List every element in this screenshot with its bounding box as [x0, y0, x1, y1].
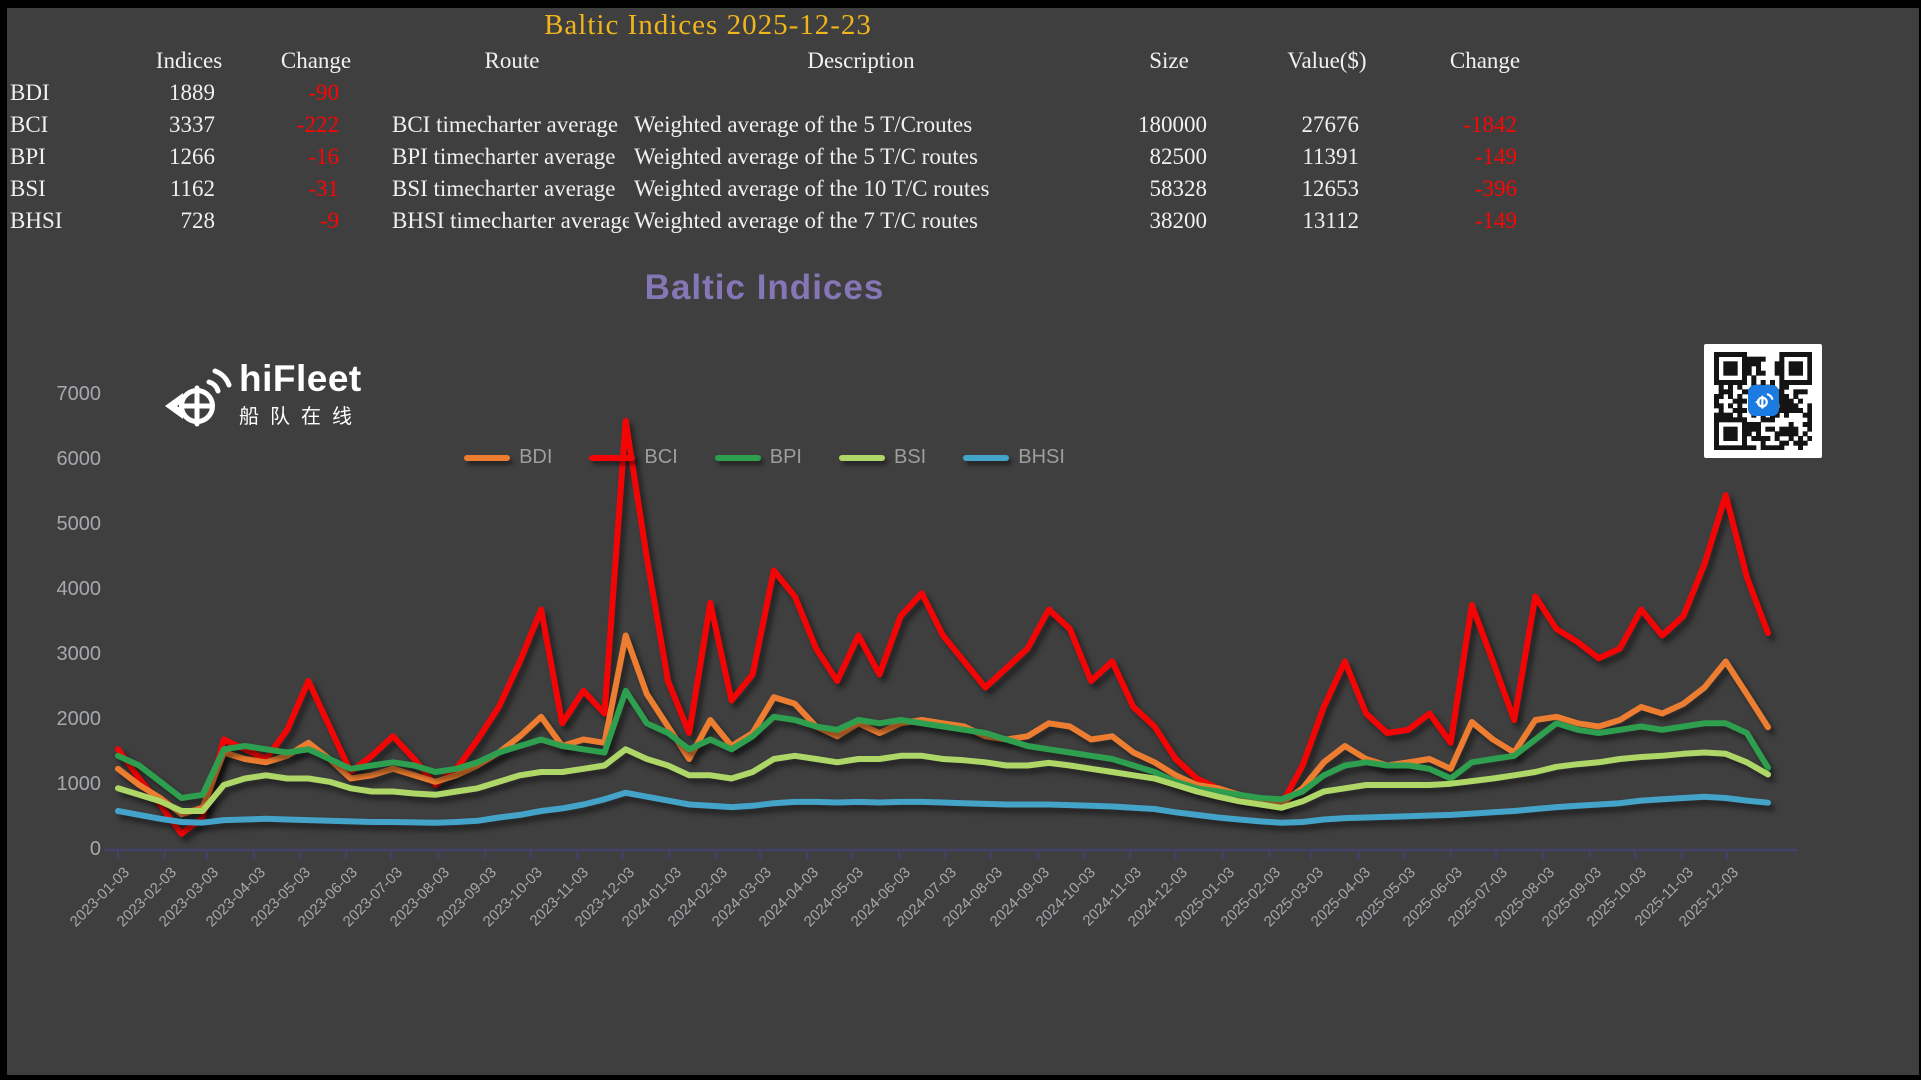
cell-bpi-index: 1266: [169, 144, 215, 169]
series-line-bdi: [115, 632, 1771, 818]
table-row-bpi: BPI 1266 -16 BPI timecharter average Weighte…: [7, 144, 1917, 174]
series-line-bpi: [115, 687, 1771, 803]
y-tick-label-7000: 7000: [56, 383, 102, 405]
page-title: Baltic Indices 2025-12-23: [544, 9, 872, 41]
column-header-value-5: Value($): [1287, 48, 1367, 73]
cell-bsi-change: -31: [308, 176, 339, 201]
qr-code: [1704, 344, 1822, 458]
y-tick-label-3000: 3000: [56, 643, 102, 665]
cell-bsi-value: 12653: [1301, 176, 1360, 201]
cell-bsi-route: BSI timecharter average: [392, 176, 616, 201]
column-header-change-1: Change: [280, 48, 352, 73]
column-header-size-4: Size: [1149, 48, 1189, 73]
y-tick-label-0: 0: [89, 838, 101, 860]
cell-bci-description: Weighted average of the 5 T/Croutes: [634, 112, 973, 137]
table-row-bhsi: BHSI 728 -9 BHSI timecharter average Weighte…: [7, 208, 1917, 238]
legend-label-bdi: BDI: [519, 446, 553, 468]
cell-bci-route: BCI timecharter average: [392, 112, 619, 137]
cell-bhsi-description: Weighted average of the 7 T/C routes: [634, 208, 978, 233]
legend-swatch-bsi: [839, 454, 885, 461]
legend-item-bsi[interactable]: BSI: [839, 446, 926, 469]
legend-label-bci: BCI: [644, 446, 678, 468]
legend-swatch-bpi: [714, 454, 761, 461]
series-line-bci: [115, 418, 1771, 837]
legend-swatch-bdi: [464, 454, 511, 461]
table-row-bdi: BDI 1889 -90: [7, 80, 1917, 110]
cell-bpi-value: 11391: [1302, 144, 1359, 169]
cell-bhsi-change: -9: [319, 208, 339, 233]
legend-item-bpi[interactable]: BPI: [714, 446, 802, 469]
legend-item-bci[interactable]: BCI: [589, 446, 678, 469]
cell-bdi-index: 1889: [169, 80, 215, 105]
legend-swatch-bhsi: [963, 454, 1010, 461]
qr-center-logo-icon: [1748, 385, 1779, 416]
logo-text: hiFleet 船队在线: [239, 360, 363, 429]
logo-name: hiFleet: [239, 358, 362, 399]
hifleet-globe-icon: [157, 360, 233, 443]
logo-subtitle: 船队在线: [239, 406, 363, 428]
y-tick-label-1000: 1000: [56, 773, 102, 795]
cell-bsi-value_change: -396: [1474, 176, 1517, 201]
chart-legend: BDI BCI BPI BSI BHSI: [7, 446, 1522, 469]
table-row-bci: BCI 3337 -222 BCI timecharter average Weight…: [7, 112, 1917, 142]
y-tick-label-6000: 6000: [56, 448, 102, 470]
cell-bci-name: BCI: [10, 112, 49, 137]
baltic-indices-line-chart: [104, 418, 1798, 859]
legend-item-bhsi[interactable]: BHSI: [963, 446, 1065, 469]
cell-bpi-change: -16: [308, 144, 339, 169]
cell-bsi-name: BSI: [10, 176, 46, 201]
cell-bhsi-value: 13112: [1302, 208, 1359, 233]
report-background: Baltic Indices 2025-12-23 Indices Change R…: [7, 8, 1919, 1075]
series-line-bsi: [115, 746, 1771, 814]
cell-bci-value: 27676: [1301, 112, 1360, 137]
chart-title: Baltic Indices: [644, 268, 885, 307]
cell-bsi-description: Weighted average of the 10 T/C routes: [634, 176, 990, 201]
column-header-description-3: Description: [807, 48, 915, 73]
legend-swatch-bci: [589, 454, 636, 461]
cell-bhsi-index: 728: [180, 208, 216, 233]
cell-bci-change: -222: [296, 112, 339, 137]
cell-bhsi-size: 38200: [1149, 208, 1208, 233]
cell-bpi-name: BPI: [10, 144, 46, 169]
cell-bpi-value_change: -149: [1474, 144, 1517, 169]
legend-label-bpi: BPI: [769, 446, 802, 468]
table-row-bsi: BSI 1162 -31 BSI timecharter average Weighte…: [7, 176, 1917, 206]
cell-bdi-change: -90: [308, 80, 339, 105]
cell-bpi-description: Weighted average of the 5 T/C routes: [634, 144, 978, 169]
cell-bci-index: 3337: [169, 112, 215, 137]
qr-pattern: [1714, 352, 1812, 450]
cell-bhsi-route: BHSI timecharter average: [392, 208, 629, 233]
column-header-change-6: Change: [1449, 48, 1521, 73]
column-header-indices-0: Indices: [155, 48, 223, 73]
cell-bhsi-value_change: -149: [1474, 208, 1517, 233]
y-tick-label-2000: 2000: [56, 708, 102, 730]
legend-label-bhsi: BHSI: [1018, 446, 1065, 468]
legend-label-bsi: BSI: [894, 446, 927, 468]
y-tick-label-4000: 4000: [56, 578, 102, 600]
cell-bdi-name: BDI: [10, 80, 50, 105]
column-header-route-2: Route: [484, 48, 540, 73]
cell-bhsi-name: BHSI: [10, 208, 63, 233]
series-line-bhsi: [115, 789, 1771, 826]
cell-bpi-size: 82500: [1149, 144, 1208, 169]
cell-bsi-size: 58328: [1149, 176, 1208, 201]
hifleet-logo: hiFleet 船队在线: [157, 360, 363, 443]
legend-item-bdi[interactable]: BDI: [464, 446, 552, 469]
cell-bci-size: 180000: [1138, 112, 1207, 137]
y-tick-label-5000: 5000: [56, 513, 102, 535]
cell-bpi-route: BPI timecharter average: [392, 144, 616, 169]
cell-bsi-index: 1162: [169, 176, 215, 201]
cell-bci-value_change: -1842: [1463, 112, 1517, 137]
